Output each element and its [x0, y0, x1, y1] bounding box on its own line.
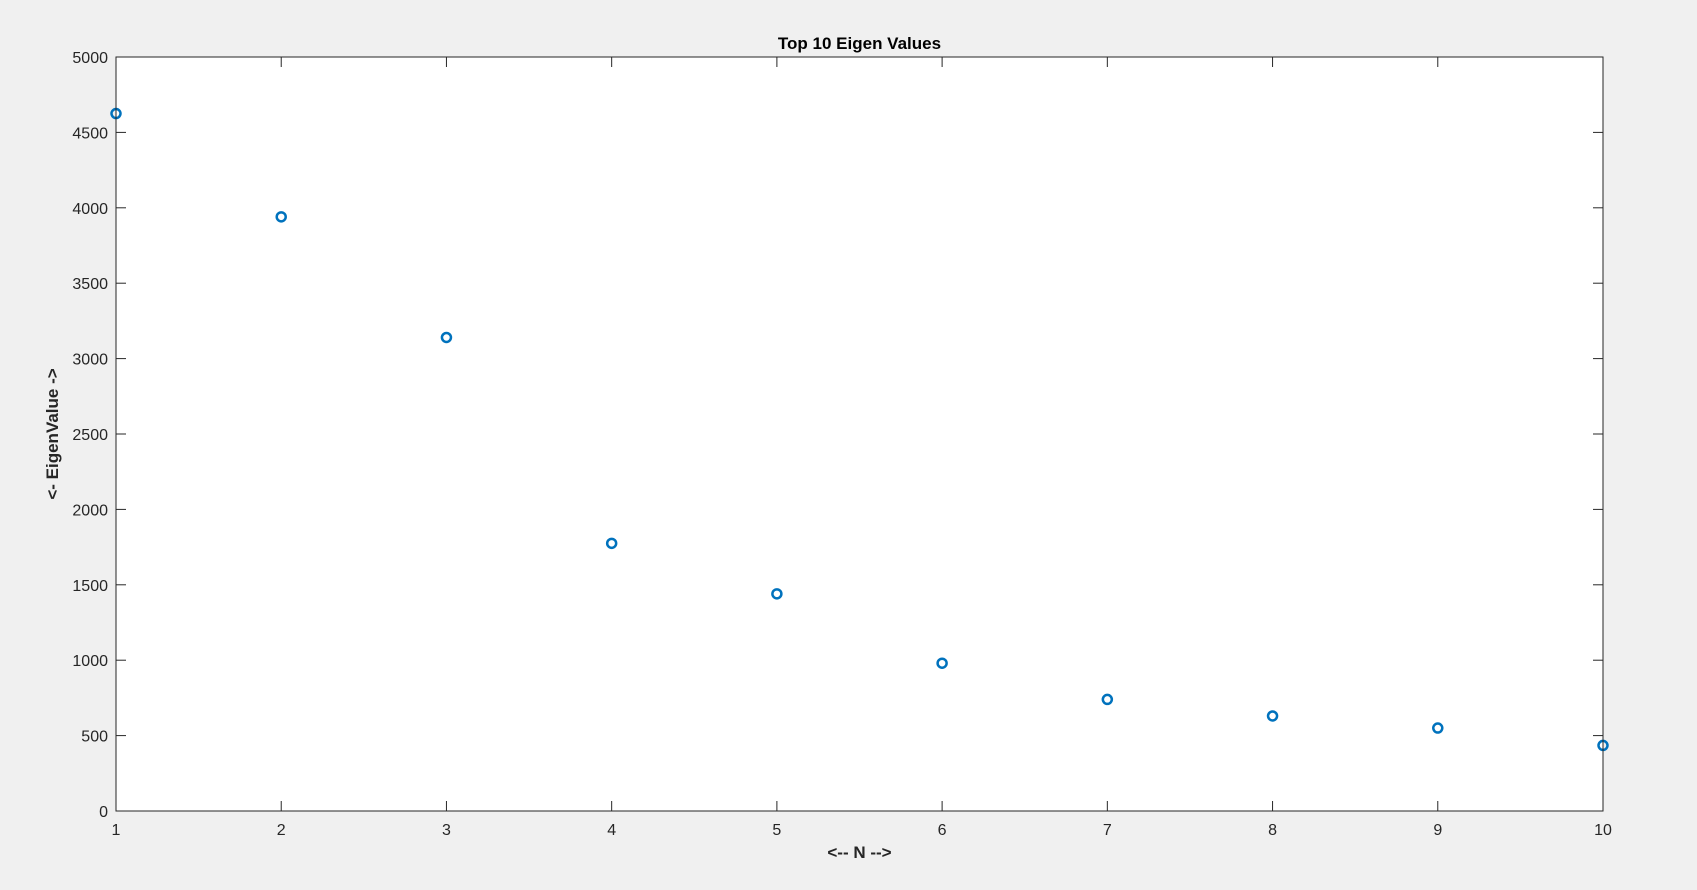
- axes-background: [116, 57, 1603, 811]
- data-point: [605, 537, 618, 550]
- data-point: [1266, 710, 1279, 722]
- x-tick-label: 8: [1268, 822, 1277, 839]
- y-tick-label: 5000: [72, 50, 108, 67]
- data-point: [771, 588, 783, 600]
- data-point: [1101, 693, 1114, 706]
- x-axis-label: <-- N -->: [827, 843, 891, 862]
- y-tick-label: 1500: [72, 578, 108, 595]
- y-tick-label: 2000: [72, 502, 108, 519]
- x-tick-label: 6: [938, 822, 947, 839]
- x-tick-label: 9: [1433, 822, 1442, 839]
- y-tick-label: 3000: [72, 352, 108, 369]
- y-tick-label: 1000: [72, 653, 108, 670]
- y-axis-label: <- EigenValue ->: [43, 368, 62, 499]
- y-tick-label: 2500: [72, 427, 108, 444]
- data-point: [275, 211, 287, 223]
- y-tick-label: 500: [81, 729, 108, 746]
- axis-ticks: [115, 56, 1604, 812]
- data-point: [936, 657, 948, 669]
- x-tick-label: 1: [112, 822, 121, 839]
- axes-box: [115, 56, 1604, 812]
- y-tick-label: 3500: [72, 276, 108, 293]
- x-tick-label: 7: [1103, 822, 1112, 839]
- data-point: [1432, 722, 1444, 734]
- x-tick-label: 4: [607, 822, 616, 839]
- data-points: [110, 107, 1609, 752]
- x-tick-label: 3: [442, 822, 451, 839]
- y-tick-label: 4000: [72, 201, 108, 218]
- data-point: [440, 331, 453, 344]
- tick-labels: 1 2 3 4 5 6 7 8 9 10 0 500 1000 1500 2000 2500 3000 3500 4…: [72, 50, 1612, 839]
- chart-title: Top 10 Eigen Values: [778, 34, 941, 53]
- y-tick-label: 4500: [72, 125, 108, 142]
- x-tick-label: 2: [277, 822, 286, 839]
- x-tick-label: 10: [1594, 822, 1612, 839]
- y-tick-label: 0: [99, 804, 108, 821]
- x-tick-label: 5: [772, 822, 781, 839]
